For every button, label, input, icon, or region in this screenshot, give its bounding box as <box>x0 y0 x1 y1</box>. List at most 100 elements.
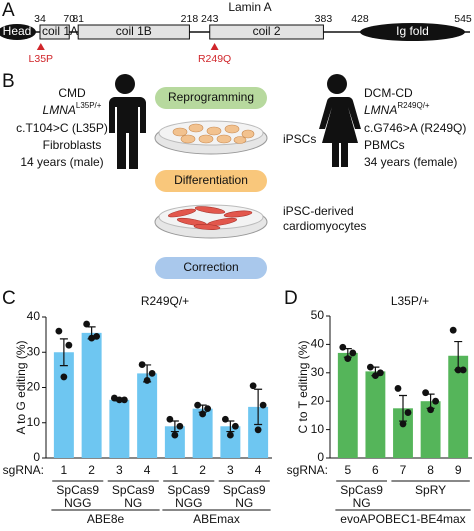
data-point <box>60 373 68 381</box>
data-point <box>344 355 352 362</box>
error-bar <box>254 388 263 426</box>
bar <box>109 399 130 458</box>
disease: DCM-CD <box>364 86 413 100</box>
group-label: SpCas9 <box>112 483 155 497</box>
bar <box>420 401 441 458</box>
panel-b: B CMD LMNAL35P/+ c.T104>C (L35P) Fibrobl… <box>2 71 466 279</box>
y-axis-label: A to G editing (%) <box>14 340 28 434</box>
data-point <box>394 385 402 392</box>
data-point <box>226 431 234 439</box>
data-point <box>377 369 384 377</box>
y-tick-label: 30 <box>311 365 325 379</box>
residue-number: 383 <box>315 13 333 25</box>
ig-domain <box>359 23 465 41</box>
cell-source: PBMCs <box>364 138 405 152</box>
data-point <box>194 401 202 409</box>
data-point <box>88 334 96 342</box>
group-label: SpCas9 <box>340 483 383 497</box>
protein-title: Lamin A <box>228 0 271 14</box>
data-point <box>249 382 257 390</box>
data-point <box>143 377 151 384</box>
domain-label: Head <box>3 24 32 38</box>
data-point <box>372 372 379 380</box>
cell-label: cardiomyocytes <box>283 219 366 233</box>
residue-number: 545 <box>454 13 472 25</box>
supergroup-label: ABE8e <box>87 512 125 526</box>
y-axis-label: C to T editing (%) <box>296 341 310 434</box>
data-point <box>55 327 63 335</box>
bar <box>164 426 185 458</box>
head-domain <box>0 24 36 40</box>
bar <box>365 371 386 458</box>
residue-number: 70 <box>63 13 75 25</box>
data-point <box>254 426 262 434</box>
allele: L35P/+ <box>76 101 102 110</box>
data-point <box>166 415 174 423</box>
donor: 14 years (male) <box>20 155 103 169</box>
domain-label: coil 1B <box>116 24 152 38</box>
step-label: Correction <box>183 260 238 274</box>
data-point <box>115 396 123 404</box>
group-label: SpCas9 <box>56 483 99 497</box>
cell-label: iPSCs <box>283 132 316 146</box>
data-point <box>432 397 439 405</box>
residue-number: 428 <box>351 13 369 25</box>
x-tick-label: 2 <box>199 463 206 477</box>
data-point <box>427 406 434 414</box>
person-male <box>109 97 146 169</box>
group-label: NG <box>353 496 371 510</box>
sgrna-label: sgRNA: <box>3 463 44 477</box>
data-point <box>231 422 239 430</box>
bar <box>137 373 158 458</box>
genotype: LMNAR249Q/+ <box>364 101 430 117</box>
domain-label: coil 2 <box>253 24 281 38</box>
group-label: NGG <box>175 496 202 510</box>
data-point <box>204 405 212 413</box>
x-tick-label: 2 <box>88 463 95 477</box>
variant: c.T104>C (L35P) <box>16 121 108 135</box>
y-tick-label: 10 <box>27 415 41 429</box>
step-box <box>155 87 267 109</box>
person-head <box>327 74 347 94</box>
charts: C R249Q/+A to G editing (%)010203040sgRNA… <box>2 288 472 526</box>
data-point <box>171 431 179 439</box>
panel-letter: A <box>2 0 15 21</box>
y-tick-label: 0 <box>317 450 324 464</box>
y-tick-label: 20 <box>311 393 325 407</box>
step-label: Differentiation <box>174 173 248 187</box>
y-tick-label: 10 <box>311 422 325 436</box>
data-point <box>199 410 207 418</box>
bar <box>220 426 241 458</box>
group-label: NG <box>124 496 142 510</box>
gene: LMNA <box>43 103 76 117</box>
gene: LMNA <box>364 103 397 117</box>
bar <box>448 355 469 458</box>
step-box <box>155 170 267 192</box>
mutation-label: R249Q <box>198 53 231 65</box>
y-tick-label: 40 <box>311 337 325 351</box>
domain-label: Ig fold <box>396 24 429 38</box>
cell-source: Fibroblasts <box>43 138 102 152</box>
data-point <box>349 349 357 357</box>
residue-number: 243 <box>201 13 219 25</box>
data-point <box>454 366 462 374</box>
data-point <box>221 415 229 423</box>
domain-label: coil 1A <box>42 24 78 38</box>
coil-domain <box>209 24 324 40</box>
ipsc-cells <box>172 123 255 144</box>
data-point <box>120 396 128 404</box>
data-point <box>148 370 156 377</box>
mutation-marker <box>210 43 219 50</box>
donor: 34 years (female) <box>364 155 457 169</box>
step-label: Reprogramming <box>168 90 254 104</box>
x-tick-label: 3 <box>227 463 234 477</box>
panel-letter: C <box>2 288 16 309</box>
bar <box>53 352 74 458</box>
group-label: NG <box>235 496 253 510</box>
x-tick-label: 4 <box>255 463 262 477</box>
x-tick-label: 6 <box>372 463 379 477</box>
data-point <box>83 320 91 328</box>
data-point <box>138 361 146 368</box>
